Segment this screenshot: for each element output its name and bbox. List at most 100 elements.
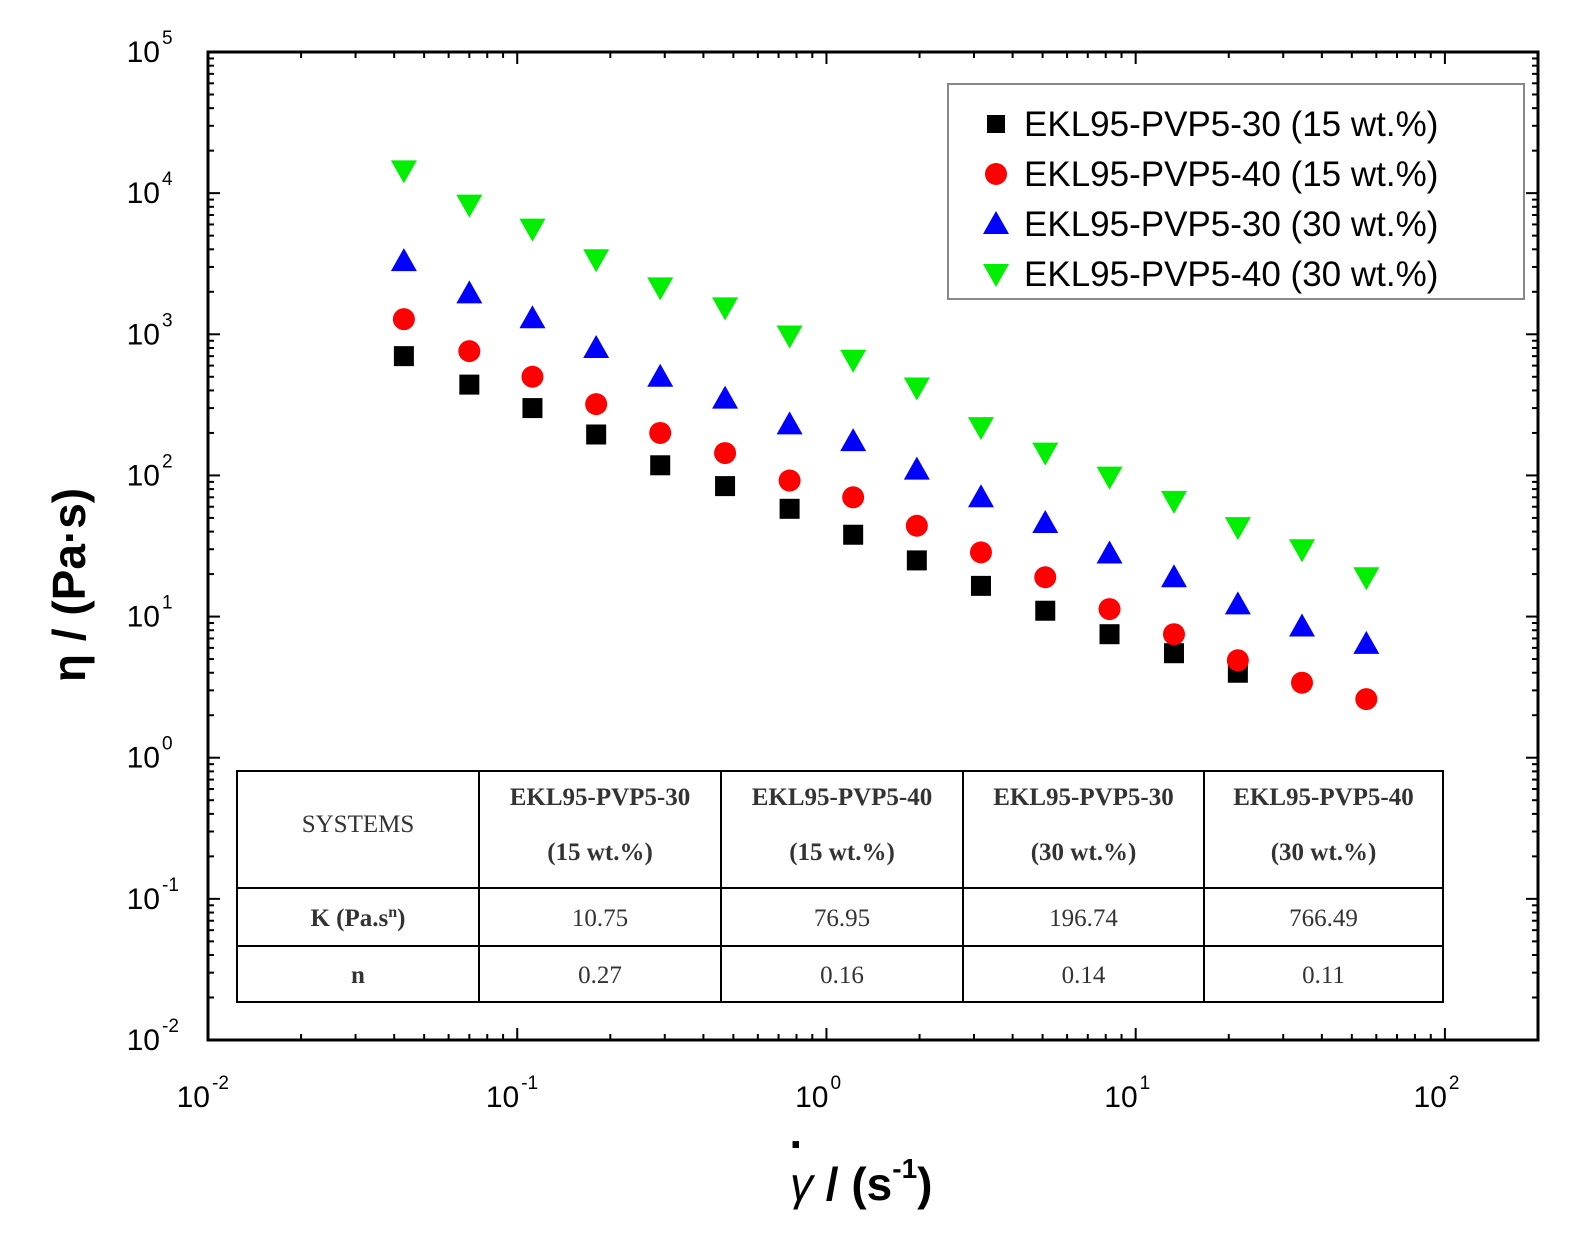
y-tick-label-exponent: 3 [162,310,173,331]
data-point [970,575,991,596]
y-tick-label: 10 5 [127,28,173,69]
data-point [458,340,481,363]
x-axis-title: γ / (s-1)· [789,1118,932,1210]
y-tick-label-base: 10 [127,177,160,210]
table-column-header-name: EKL95-PVP5-30 [993,784,1174,811]
legend-entry: EKL95-PVP5-30 (30 wt.%) [983,205,1438,244]
data-point [1288,539,1315,563]
data-point [1160,564,1187,588]
series-4 [390,160,1380,591]
data-point [1098,598,1121,621]
data-point [1032,442,1059,466]
table-column-header-name: EKL95-PVP5-40 [752,784,933,811]
data-point [903,456,930,480]
data-point [522,398,543,419]
data-point [779,498,800,519]
plot-frame [206,50,1540,1042]
data-point [519,218,546,242]
data-point [583,334,610,358]
legend: EKL95-PVP5-30 (15 wt.%) EKL95-PVP5-40 (15… [947,83,1525,300]
data-point [456,280,483,304]
table-cell-value: 0.27 [578,962,622,989]
x-tick-label: 10 -2 [177,1073,229,1114]
data-point [1355,688,1378,711]
x-tick-label-base: 10 [795,1081,828,1114]
series-2 [392,308,1378,711]
x-tick-label-exponent: 2 [1449,1073,1460,1094]
y-tick-label-exponent: -1 [162,875,179,896]
data-point [715,476,736,497]
data-point [1224,591,1251,615]
y-tick-label-exponent: 4 [162,169,173,190]
x-tick-label: 10 -1 [486,1073,538,1114]
data-point [840,428,867,452]
legend-label: EKL95-PVP5-30 (15 wt.%) [1024,105,1438,144]
legend-entry: EKL95-PVP5-40 (30 wt.%) [983,255,1438,294]
y-tick-label: 10 -2 [127,1016,179,1057]
data-point [521,365,544,388]
data-point [519,305,546,329]
data-point [583,249,610,273]
table-column-header-name: EKL95-PVP5-40 [1233,784,1414,811]
y-tick-label-base: 10 [127,318,160,351]
data-point [390,160,417,184]
table-column-header-concentration: (15 wt.%) [547,839,653,866]
x-tick-label: 10 0 [795,1073,841,1114]
data-point [459,374,480,395]
data-point [906,550,927,571]
table-row-label: n [351,962,365,989]
y-tick-label: 10 -1 [127,875,179,916]
table-column-header-concentration: (30 wt.%) [1271,839,1377,866]
data-point [843,524,864,545]
x-axis-title-text: γ / (s-1) [790,1153,932,1210]
x-tick-label-base: 10 [1104,1081,1137,1114]
y-tick-label: 10 3 [127,310,173,351]
data-point [778,469,801,492]
y-tick-label-exponent: 2 [162,451,173,472]
y-tick-label-base: 10 [127,36,160,69]
y-tick-label-exponent: 1 [162,593,173,614]
y-tick-label-exponent: -2 [162,1016,179,1037]
data-point [842,486,865,509]
x-tick-label-exponent: 0 [830,1073,841,1094]
data-point [586,424,607,445]
data-point [1032,510,1059,534]
data-point [1163,643,1184,664]
data-point [1035,600,1056,621]
data-point [1160,490,1187,514]
data-point [1290,671,1313,694]
data-point [967,484,994,508]
data-point [585,393,608,416]
data-point [969,541,992,564]
x-tick-label-base: 10 [1414,1081,1447,1114]
parameter-table: SYSTEMS EKL95-PVP5-30 (15 wt.%) EKL95-PVP5-… [236,770,1444,1003]
data-point [650,455,671,476]
data-point [712,385,739,409]
y-tick-label: 10 1 [127,593,173,634]
x-tick-label-exponent: -1 [521,1073,538,1094]
axis-titles: η / (Pa·s) γ / (s-1)· [43,488,932,1210]
legend-entry: EKL95-PVP5-40 (15 wt.%) [985,155,1438,194]
legend-label: EKL95-PVP5-30 (30 wt.%) [1024,205,1438,244]
data-point [1288,613,1315,637]
table-column-header-concentration: (30 wt.%) [1031,839,1137,866]
data-point [1224,517,1251,541]
data-point [712,297,739,321]
x-tick-label: 10 2 [1414,1073,1460,1114]
y-tick-label-base: 10 [127,742,160,775]
legend-label: EKL95-PVP5-40 (30 wt.%) [1024,255,1438,294]
legend-marker-triangle-down [983,264,1009,287]
data-point [1353,567,1380,591]
y-tick-label-exponent: 0 [162,734,173,755]
data-point [1096,540,1123,564]
y-tick-label: 10 4 [127,169,173,210]
legend-entry: EKL95-PVP5-30 (15 wt.%) [987,105,1438,144]
table-cell-value: 766.49 [1289,905,1358,932]
legend-marker-triangle-up [983,211,1009,234]
table-column-header-concentration: (15 wt.%) [789,839,895,866]
axes-layer: 10 -210 -110 010 110 210 310 410 510 -2 10 -1 10 0 10 1… [127,28,1540,1114]
data-point [647,363,674,387]
data-point [1353,630,1380,654]
data-layer [390,160,1380,711]
data-point [776,411,803,435]
